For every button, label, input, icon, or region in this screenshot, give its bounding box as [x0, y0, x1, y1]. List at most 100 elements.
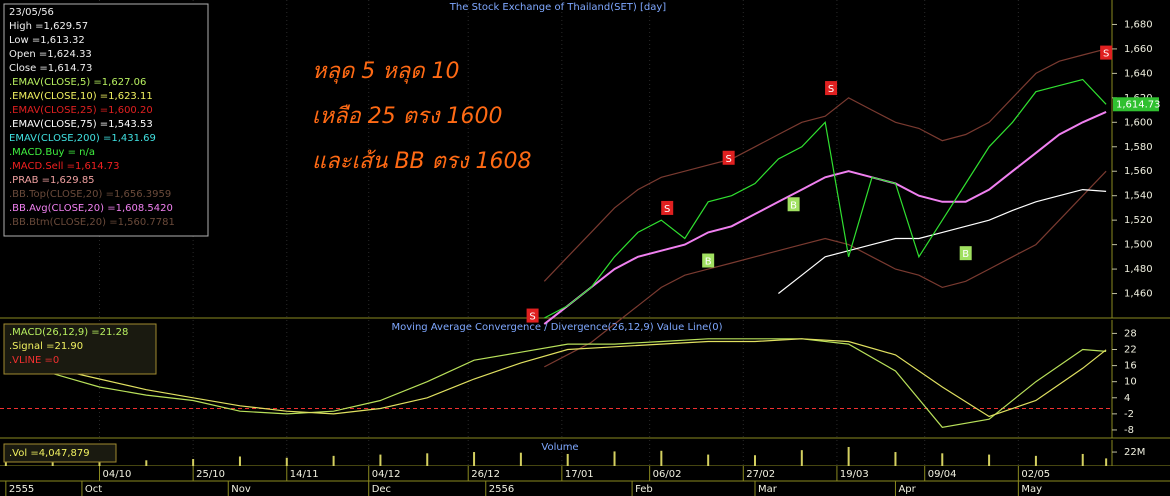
- volume-bar: [894, 452, 897, 466]
- panel-title: Moving Average Convergence / Divergence(…: [392, 322, 723, 333]
- info-line: EMAV(CLOSE,200) =1,431.69: [9, 133, 156, 144]
- volume-bar: [707, 454, 710, 466]
- info-line: .MACD.Sell =1,614.73: [9, 161, 119, 172]
- info-line: Low =1,613.32: [9, 35, 85, 46]
- y-tick-label: 16: [1124, 361, 1137, 372]
- x-tick-label: Mar: [758, 484, 778, 495]
- volume-bar: [1105, 458, 1108, 466]
- y-tick-label: 1,520: [1124, 215, 1153, 226]
- series-line: [544, 170, 1107, 368]
- last-price-label: 1,614.73: [1116, 99, 1161, 110]
- panel-title: Volume: [541, 442, 578, 453]
- y-tick-label: 1,580: [1124, 142, 1153, 153]
- y-tick-label: 1,540: [1124, 191, 1153, 202]
- volume-bar: [51, 459, 54, 466]
- info-line: .Signal =21.90: [9, 341, 83, 352]
- signal-marker: [787, 197, 800, 212]
- y-tick-label: 1,640: [1124, 68, 1153, 79]
- signal-label: S: [1103, 49, 1109, 60]
- info-line: High =1,629.57: [9, 21, 88, 32]
- info-line: .VLINE =0: [9, 355, 59, 366]
- volume-bar: [941, 453, 944, 466]
- y-tick-label: 1,480: [1124, 264, 1153, 275]
- volume-bar: [145, 460, 148, 466]
- signal-marker: [526, 308, 539, 323]
- x-tick-label: 02/05: [1021, 469, 1050, 480]
- signal-marker: [661, 200, 674, 215]
- series-line: [5, 338, 1107, 418]
- volume-bar: [285, 457, 288, 466]
- x-tick-label: 09/04: [928, 469, 957, 480]
- y-tick-label: 1,500: [1124, 240, 1153, 251]
- series-line: [543, 48, 1107, 282]
- info-line: .EMAV(CLOSE,75) =1,543.53: [9, 119, 153, 130]
- volume-bar: [1034, 455, 1037, 466]
- signal-marker: [1100, 45, 1113, 60]
- y-tick-label: -2: [1124, 409, 1134, 420]
- signal-label: B: [962, 249, 969, 260]
- signal-label: S: [664, 204, 670, 215]
- y-tick-label: 4: [1124, 393, 1130, 404]
- x-tick-label: 19/03: [840, 469, 869, 480]
- volume-bar: [192, 459, 195, 466]
- x-tick-label: 14/11: [290, 469, 319, 480]
- y-tick-label: 28: [1124, 328, 1137, 339]
- x-tick-label: 06/02: [653, 469, 682, 480]
- volume-bar: [379, 454, 382, 466]
- y-tick-label: 22M: [1124, 447, 1145, 458]
- signal-label: S: [725, 154, 731, 165]
- y-tick-label: 22: [1124, 345, 1137, 356]
- volume-bar: [613, 451, 616, 466]
- x-tick-label: 2556: [489, 484, 514, 495]
- signal-label: B: [705, 257, 712, 268]
- annotation: และเส้น BB ตรง 1608: [312, 149, 531, 174]
- x-tick-label: 26/12: [471, 469, 500, 480]
- y-tick-label: 1,460: [1124, 289, 1153, 300]
- volume-bar: [473, 452, 476, 466]
- volume-bar: [753, 455, 756, 466]
- info-box: [3, 3, 209, 237]
- x-tick-label: Dec: [372, 484, 391, 495]
- x-tick-label: Apr: [898, 484, 916, 495]
- signal-label: S: [828, 84, 834, 95]
- signal-marker: [825, 81, 838, 96]
- last-price-box: [1113, 97, 1159, 112]
- y-tick-label: 1,660: [1124, 44, 1153, 55]
- signal-label: B: [790, 200, 797, 211]
- volume-bar: [519, 452, 522, 466]
- signal-marker: [702, 253, 715, 268]
- info-line: .BB.Avg(CLOSE,20) =1,608.5420: [9, 203, 173, 214]
- annotation: หลุด 5 หลุด 10: [312, 59, 460, 84]
- volume-bar: [238, 456, 241, 466]
- x-tick-label: May: [1021, 484, 1042, 495]
- info-line: .BB.Btm(CLOSE,20) =1,560.7781: [9, 217, 175, 228]
- info-line: Close =1,614.73: [9, 63, 92, 74]
- info-line: .Vol =4,047,879: [9, 448, 90, 459]
- y-tick-label: -8: [1124, 425, 1134, 436]
- x-tick-label: 2555: [9, 484, 34, 495]
- series-line: [778, 188, 1107, 294]
- series-line: [5, 338, 1107, 428]
- signal-label: S: [529, 312, 535, 323]
- info-line: .BB.Top(CLOSE,20) =1,656.3959: [9, 189, 171, 200]
- info-line: .EMAV(CLOSE,10) =1,623.11: [9, 91, 153, 102]
- y-tick-label: 1,560: [1124, 166, 1153, 177]
- x-tick-label: Oct: [85, 484, 102, 495]
- signal-marker: [722, 150, 735, 165]
- volume-bar: [988, 454, 991, 466]
- x-tick-label: Nov: [231, 484, 251, 495]
- info-line: .PRAB =1,629.85: [9, 175, 95, 186]
- y-tick-label: 10: [1124, 377, 1137, 388]
- info-line: .EMAV(CLOSE,5) =1,627.06: [9, 77, 146, 88]
- volume-bar: [426, 453, 429, 466]
- annotation: เหลือ 25 ตรง 1600: [312, 104, 503, 129]
- y-tick-label: 1,600: [1124, 117, 1153, 128]
- x-tick-label: 04/10: [102, 469, 131, 480]
- series-line: [543, 110, 1107, 325]
- volume-bar: [660, 450, 663, 466]
- x-tick-label: 17/01: [565, 469, 594, 480]
- volume-bar: [566, 453, 569, 466]
- volume-bar: [1081, 453, 1084, 466]
- x-tick-label: Feb: [635, 484, 653, 495]
